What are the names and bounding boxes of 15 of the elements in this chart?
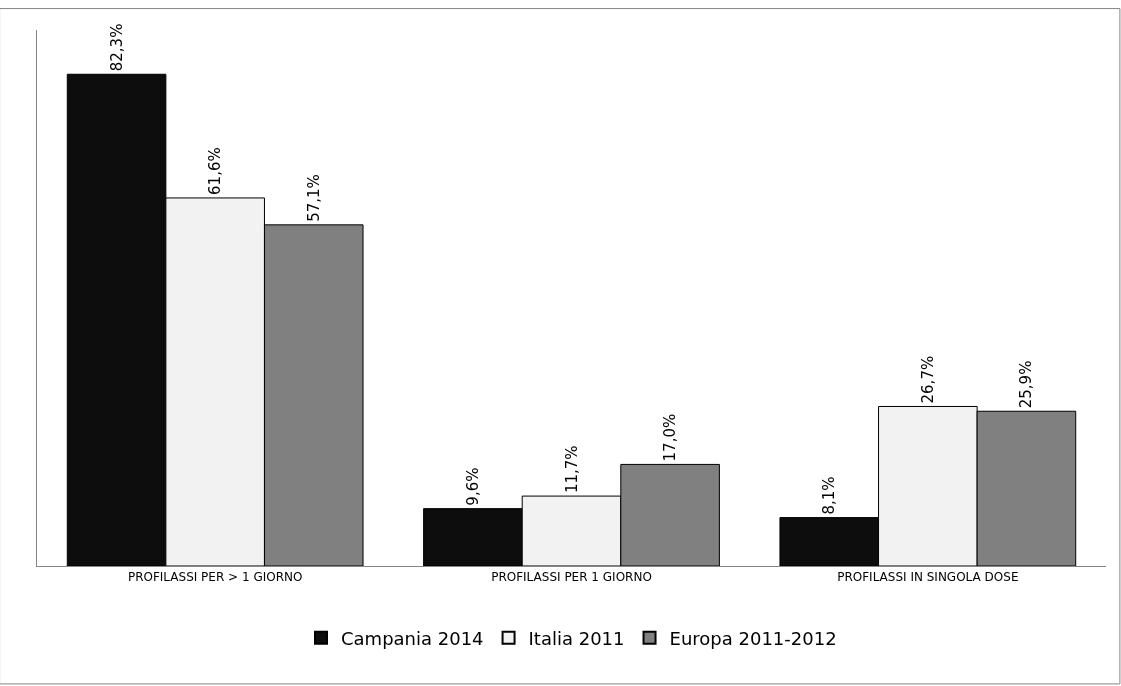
data-label: 8,1% [820, 476, 839, 515]
data-label: 25,9% [1017, 360, 1036, 409]
data-label: 11,7% [562, 445, 581, 494]
legend-label: Italia 2011 [528, 627, 625, 649]
data-label: 61,6% [206, 147, 225, 195]
x-tick-label: PROFILASSI IN SINGOLA DOSE [837, 570, 1019, 585]
data-label: 26,7% [918, 355, 937, 404]
legend-label: Europa 2011-2012 [669, 627, 837, 649]
x-tick-label: PROFILASSI PER > 1 GIORNO [127, 570, 303, 585]
data-label: 17,0% [661, 413, 680, 462]
data-label: 82,3% [107, 23, 126, 72]
x-tick-label: PROFILASSI PER 1 GIORNO [491, 570, 652, 585]
legend-label: Campania 2014 [341, 627, 484, 649]
data-label: 9,6% [463, 467, 482, 506]
data-label: 57,1% [304, 174, 323, 222]
